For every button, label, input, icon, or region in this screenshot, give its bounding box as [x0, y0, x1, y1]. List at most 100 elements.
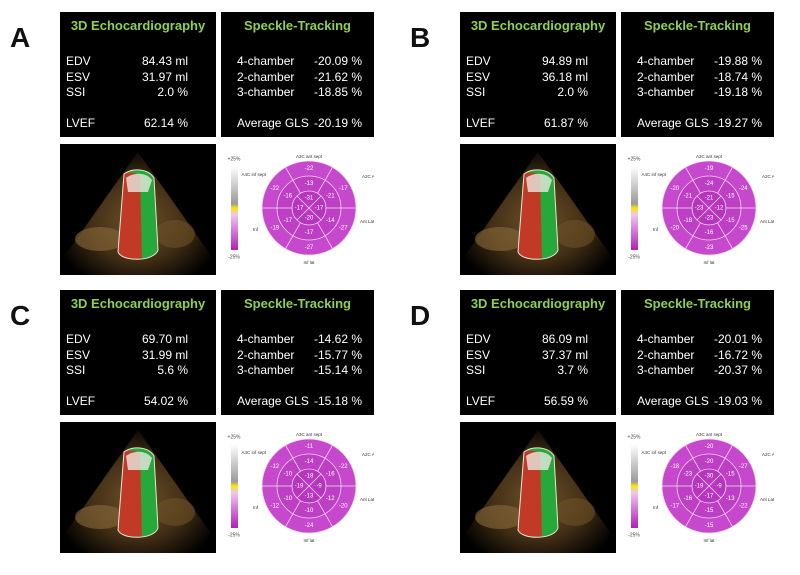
echo-label: LVEF [66, 116, 96, 130]
segment-value-basal: -15 [705, 523, 714, 529]
strain-label: 4-chamber [237, 332, 295, 346]
strain-value: -20.19 % [313, 116, 362, 130]
echo-value: 62.14 % [143, 116, 188, 130]
bullseye-plot: +25%-25%-11-22-20-24-12-12-14-16-12-10-1… [228, 432, 374, 543]
echo-3d-image-c [60, 422, 216, 553]
segment-value-basal: -25 [739, 225, 748, 231]
echo-metrics-box-d: 3D Echocardiography EDV 86.09 ml ESV 37.37 m… [460, 290, 616, 415]
scale-top-label: +25% [628, 434, 641, 440]
segment-value-mid: -10 [283, 471, 292, 477]
segment-divider [724, 513, 733, 527]
strain-value: -19.18 % [713, 85, 762, 99]
segment-divider [285, 513, 294, 527]
segment-value-mid: -10 [283, 496, 292, 502]
speckle-title: Speckle-Tracking [644, 18, 751, 33]
segment-divider [696, 207, 710, 221]
segment-value-basal: -19 [705, 166, 714, 172]
segment-divider [292, 222, 301, 236]
segment-value-mid: -23 [683, 471, 692, 477]
segment-value-apical: -20 [305, 216, 314, 222]
speckle-metrics-box-d: Speckle-Tracking 4-chamber -20.01 % 2-chamb… [621, 290, 774, 415]
segment-value-mid: -16 [283, 193, 292, 199]
strain-label: 2-chamber [237, 70, 295, 84]
strain-value: -15.77 % [313, 348, 362, 362]
segment-value-mid: -16 [705, 230, 714, 236]
strain-value: -15.14 % [313, 363, 362, 377]
segment-divider [696, 485, 710, 499]
label-ant-lat: Ant Lat [360, 497, 374, 502]
segment-divider [685, 445, 694, 459]
segment-value-mid: -18 [683, 218, 692, 224]
echo-value: 84.43 ml [141, 54, 188, 68]
strain-label: 2-chamber [237, 348, 295, 362]
strain-value: -18.85 % [313, 85, 362, 99]
segment-value-basal: -20 [339, 503, 348, 509]
label-inf: Inf [253, 505, 259, 510]
speckle-metrics-box-c: Speckle-Tracking 4-chamber -14.62 % 2-chamb… [221, 290, 374, 415]
echo-value: 5.6 % [157, 363, 188, 377]
echo-label: SSI [66, 363, 86, 377]
scale-bottom-label: -25% [228, 532, 240, 538]
color-scale-bar [231, 444, 238, 528]
strain-value: -15.18 % [313, 394, 362, 408]
bullseye-panel-a: +25% -25% -22 -17 -27 -27 -19 -22 -13 -21 -14 -17 -1… [221, 144, 374, 275]
strain-label: Average GLS [637, 394, 709, 408]
segment-value-basal: -17 [670, 503, 679, 509]
segment-divider [708, 473, 722, 487]
panel-label-c: C [10, 300, 31, 331]
label-a3c-ant-sept: A3C ant sept [696, 432, 723, 437]
segment-value-basal: -22 [739, 503, 748, 509]
segment-value-basal: -27 [739, 464, 748, 470]
echo-label: ESV [466, 348, 491, 362]
segment-value-basal: -19 [270, 225, 279, 231]
segment-value-basal: -18 [670, 464, 679, 470]
segment-value-basal: -24 [739, 186, 748, 192]
segment-divider [324, 167, 333, 181]
strain-value: -16.72 % [713, 348, 762, 362]
segment-value-basal: -27 [339, 225, 348, 231]
segment-divider [296, 207, 310, 221]
segment-value-basal: -24 [305, 523, 314, 529]
segment-divider [724, 167, 733, 181]
segment-value-apical: -17 [705, 494, 714, 500]
label-inf: Inf [653, 505, 659, 510]
segment-value-apical: -18 [305, 474, 314, 480]
segment-value-mid: -15 [726, 471, 735, 477]
echo-value: 31.97 ml [141, 70, 188, 84]
echo-3d-image-d [460, 422, 616, 553]
segment-divider [696, 473, 710, 487]
segment-value-mid: -14 [305, 459, 314, 465]
segment-divider [317, 500, 326, 514]
segment-divider [708, 195, 722, 209]
echo-title: 3D Echocardiography [470, 18, 606, 33]
segment-value-mid: -17 [305, 230, 314, 236]
label-inf-lat: Inf lat [303, 260, 315, 265]
label-inf: Inf [253, 227, 259, 232]
echo-value: 69.70 ml [141, 332, 188, 346]
segment-value-basal: -27 [305, 245, 314, 251]
segment-value-apical: -19 [695, 484, 704, 490]
segment-divider [724, 235, 733, 249]
segment-divider [296, 195, 310, 209]
segment-value-apical: -17 [315, 206, 324, 212]
segment-value-basal: -11 [305, 444, 314, 450]
echo-metrics-box-b: 3D Echocardiography EDV 94.89 ml ESV 36.18 m… [460, 12, 616, 137]
strain-label: Average GLS [637, 116, 709, 130]
echo-title: 3D Echocardiography [470, 296, 606, 311]
segment-value-mid: -14 [326, 218, 335, 224]
bullseye-plot: +25% -25% -19 -24 -25 -23 -20 -20 -24 -15 -15 -16 -1… [628, 154, 774, 265]
label-ant-lat: Ant Lat [760, 497, 774, 502]
bullseye-panel-b: +25% -25% -19 -24 -25 -23 -20 -20 -24 -15 -15 -16 -1… [621, 144, 774, 275]
label-a3c-ant-sept: A3C ant sept [696, 154, 723, 159]
segment-divider [296, 473, 310, 487]
echo-value: 61.87 % [543, 116, 588, 130]
label-a2c-ant: A2C Ant [762, 452, 774, 457]
strain-value: -14.62 % [313, 332, 362, 346]
echo-value: 2.0 % [157, 85, 188, 99]
echo-label: SSI [466, 363, 486, 377]
echo-value: 54.02 % [143, 394, 188, 408]
label-inf: Inf [653, 227, 659, 232]
segment-value-mid: -13 [305, 181, 314, 187]
segment-divider [717, 458, 726, 472]
echo-label: SSI [466, 85, 486, 99]
